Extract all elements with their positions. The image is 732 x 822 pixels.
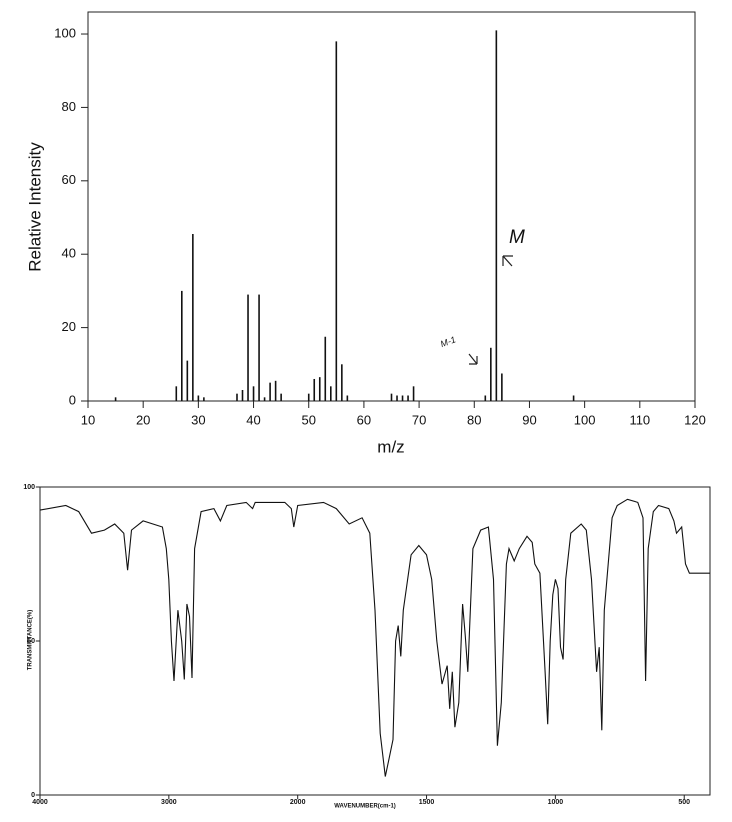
x-tick-label: 110 [629, 412, 650, 427]
y-tick-label: 100 [23, 484, 35, 491]
x-tick-label: 80 [467, 412, 481, 427]
y-tick-label: 50 [27, 638, 35, 645]
x-tick-label: 500 [678, 799, 690, 806]
ir-spectrum: 4000 3000 2000 1500 1000 500 0 50 100 WAVENUMBER(… [23, 484, 711, 810]
x-tick-label: 120 [684, 412, 706, 427]
x-tick-label: 60 [357, 412, 371, 427]
x-tick-label: 1500 [419, 799, 435, 806]
y-tick-label: 20 [62, 319, 76, 334]
y-tick-label: 0 [69, 392, 76, 407]
y-tick-label: 80 [62, 99, 76, 114]
y-tick-label: 100 [54, 25, 76, 40]
plot-frame [87, 11, 696, 402]
x-tick-label: 40 [246, 412, 260, 427]
mass-spectrum: 10 20 30 40 50 60 70 80 90 100 110 120 0 20 40 60 80 100 m… [25, 11, 706, 456]
x-tick-label: 30 [191, 412, 205, 427]
annotation: M [509, 227, 525, 248]
plot-frame [39, 486, 711, 796]
spectrum-line [39, 498, 710, 777]
x-tick-label: 10 [81, 412, 95, 427]
x-tick-label: 20 [136, 412, 150, 427]
y-tick-label: 0 [31, 792, 35, 799]
arrow [468, 353, 478, 365]
y-tick-label: 60 [62, 172, 76, 187]
x-tick-label: 3000 [161, 799, 177, 806]
x-tick-label: 100 [574, 412, 596, 427]
x-tick-label: 50 [301, 412, 315, 427]
annotation: M-1 [439, 334, 457, 349]
x-tick-label: 2000 [290, 799, 306, 806]
x-tick-label: 4000 [32, 799, 48, 806]
arrow [502, 255, 513, 267]
y-axis-label: Relative Intensity [25, 142, 44, 272]
x-tick-label: 90 [522, 412, 536, 427]
y-axis-label: TRANSMITTANCE(%) [28, 610, 34, 671]
x-tick-label: 70 [412, 412, 426, 427]
y-tick-label: 40 [62, 246, 76, 261]
x-axis-label: WAVENUMBER(cm-1) [334, 804, 396, 810]
x-axis-label: m/z [377, 437, 404, 456]
x-tick-label: 1000 [548, 799, 564, 806]
